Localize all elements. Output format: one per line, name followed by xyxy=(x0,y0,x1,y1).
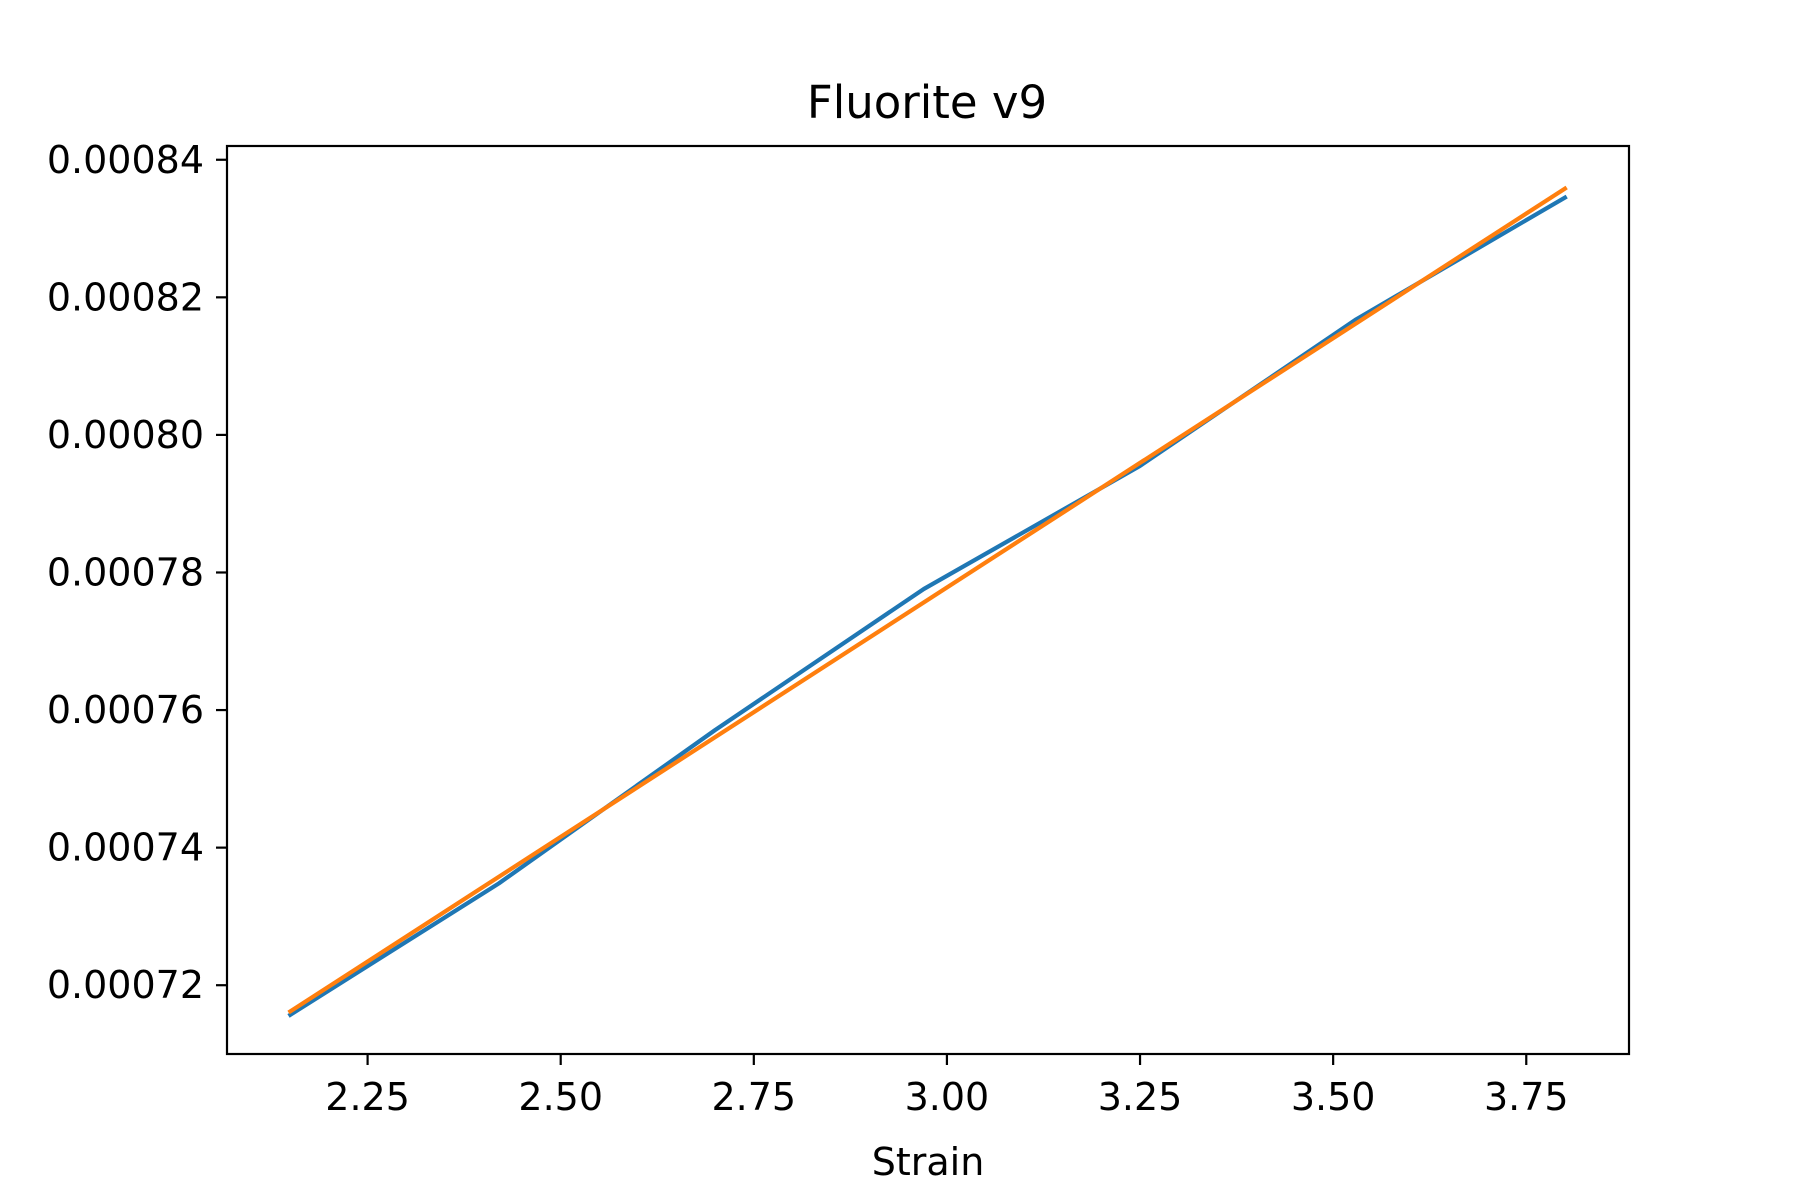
y-tick-label: 0.00074 xyxy=(47,826,204,870)
y-tick-label: 0.00080 xyxy=(47,413,204,457)
x-tick-label: 3.75 xyxy=(1484,1075,1569,1119)
x-tick-label: 2.50 xyxy=(518,1075,603,1119)
y-axis-ticks: 0.00072 0.00074 0.00076 0.00078 0.00080 0.000… xyxy=(47,138,227,1007)
y-tick-label: 0.00078 xyxy=(47,550,204,594)
y-tick-label: 0.00076 xyxy=(47,688,204,732)
series-line-2 xyxy=(287,185,1568,1015)
x-tick-label: 3.25 xyxy=(1098,1075,1183,1119)
series-layer xyxy=(287,185,1568,1018)
y-tick-label: 0.00084 xyxy=(47,138,204,182)
x-axis-label: Strain xyxy=(872,1140,985,1184)
x-tick-label: 3.50 xyxy=(1291,1075,1376,1119)
plot-frame xyxy=(225,144,1631,1056)
x-tick-label: 2.25 xyxy=(325,1075,410,1119)
x-tick-label: 2.75 xyxy=(712,1075,797,1119)
x-axis-ticks: 2.25 2.50 2.75 3.00 3.25 3.50 3.75 xyxy=(325,1054,1569,1119)
y-tick-label: 0.00082 xyxy=(47,275,204,319)
chart-title: Fluorite v9 xyxy=(807,76,1047,129)
y-tick-label: 0.00072 xyxy=(47,963,204,1007)
x-tick-label: 3.00 xyxy=(905,1075,990,1119)
series-line-1 xyxy=(287,194,1568,1018)
